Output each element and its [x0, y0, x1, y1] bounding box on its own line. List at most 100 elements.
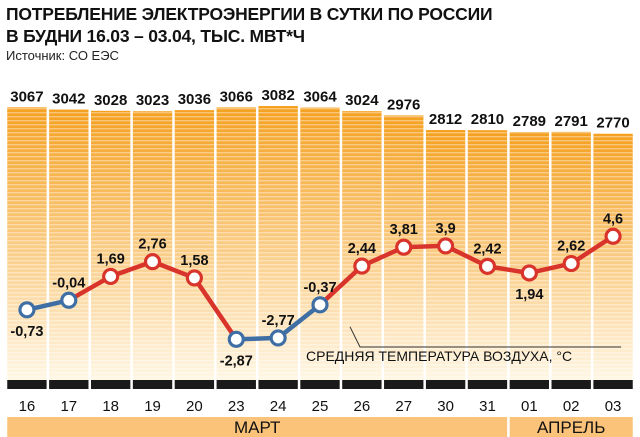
- x-tick-label: 01: [521, 398, 538, 415]
- temperature-value-label: -0,73: [10, 324, 43, 340]
- bar-value-label: 3082: [261, 87, 294, 104]
- bar-base: [425, 380, 466, 389]
- bar-value-label: 3023: [136, 92, 169, 109]
- bar-base: [509, 380, 550, 389]
- x-tick-label: 31: [479, 398, 496, 415]
- bar-value-label: 2976: [387, 96, 420, 113]
- temperature-value-label: -0,04: [52, 275, 85, 291]
- temperature-line: -0,73 -0,04 1,69 2,76 1,58 -2,87 -2,77 -0,37 2,4…: [10, 211, 623, 369]
- bar-base: [90, 380, 131, 389]
- bar-base: [300, 380, 340, 389]
- bar-value-label: 3067: [10, 88, 43, 105]
- bar-base: [342, 380, 382, 389]
- temperature-value-label: -2,77: [262, 313, 295, 329]
- temperature-point: [478, 257, 497, 275]
- baseline-layer: [7, 380, 633, 389]
- temperature-annotation: СРЕДНЯЯ ТЕМПЕРАТУРА ВОЗДУХА, °С: [306, 326, 622, 364]
- bar-base: [551, 380, 591, 389]
- x-tick-label: 03: [605, 398, 622, 415]
- temperature-point: [185, 269, 203, 287]
- temperature-value-label: -2,87: [220, 353, 253, 369]
- temperature-point: [604, 227, 622, 245]
- temperature-segment: [275, 302, 323, 341]
- temperature-point: [353, 257, 371, 275]
- month-band: [7, 417, 508, 437]
- bar-base: [384, 380, 424, 389]
- temperature-value-label: 2,44: [348, 241, 376, 257]
- month-label: МАРТ: [234, 418, 280, 437]
- temperature-point: [18, 301, 36, 319]
- month-bands: МАРТ АПРЕЛЬ: [7, 417, 633, 437]
- bar-texture: [342, 111, 382, 380]
- bar-value-label: 3064: [303, 89, 337, 106]
- bar-value-label: 3036: [178, 91, 211, 108]
- temperature-segment: [317, 263, 365, 308]
- x-tick-label: 26: [354, 398, 371, 415]
- month-label: АПРЕЛЬ: [537, 418, 605, 437]
- x-tick-label: 25: [312, 398, 329, 415]
- temperature-value-label: 3,9: [436, 221, 456, 237]
- temperature-value-label: 1,69: [97, 251, 125, 267]
- source-note: Источник: СО ЕЭС: [6, 48, 119, 63]
- bar-texture: [90, 110, 131, 380]
- x-tick-label: 24: [270, 398, 287, 415]
- x-tick-label: 20: [186, 398, 203, 415]
- temperature-value-label: 2,62: [557, 239, 585, 255]
- bar-base: [49, 380, 89, 389]
- bar-texture: [49, 109, 89, 381]
- bar-base: [216, 380, 256, 389]
- bar-texture: [174, 110, 215, 381]
- temperature-value-label: -0,37: [303, 280, 336, 296]
- temperature-value-label: 4,6: [603, 211, 623, 227]
- bar-value-label: 3028: [94, 92, 127, 109]
- bar-value-label: 2810: [471, 111, 504, 128]
- x-tick-label: 17: [60, 398, 77, 415]
- bar-base: [174, 380, 215, 389]
- bar-texture: [425, 130, 466, 380]
- bar-value-label: 2812: [429, 111, 462, 128]
- temperature-point: [60, 291, 78, 309]
- x-tick-label: 27: [395, 398, 412, 415]
- x-tick-label: 23: [228, 398, 245, 415]
- temperature-point: [102, 267, 120, 286]
- temperature-value-label: 2,76: [138, 237, 166, 253]
- temperature-point: [143, 253, 162, 271]
- chart-title: ПОТРЕБЛЕНИЕ ЭЛЕКТРОЭНЕРГИИ В СУТКИ ПО РО…: [6, 3, 493, 47]
- x-axis-labels: 16 17 18 19 20 23 24 25 26 27 30 31 01 02 03: [19, 398, 622, 415]
- bar-texture: [593, 133, 633, 380]
- x-tick-label: 16: [19, 398, 36, 415]
- bars-layer: 3067 3042 3028 3023 3036 3066 3082 3064 3024 2976…: [7, 87, 633, 381]
- temperature-point: [562, 254, 580, 273]
- bar-value-label: 3042: [52, 91, 85, 108]
- bar-base: [467, 380, 508, 389]
- bar-texture: [132, 111, 173, 380]
- x-tick-label: 19: [144, 398, 161, 415]
- bar-base: [132, 380, 173, 389]
- x-tick-label: 30: [437, 398, 454, 415]
- month-band: [509, 417, 633, 437]
- bar-value-label: 2789: [513, 113, 546, 130]
- temperature-value-label: 3,81: [390, 222, 418, 238]
- temperature-value-label: 1,94: [515, 287, 543, 303]
- temperature-value-label: 2,42: [473, 241, 501, 257]
- bar-value-label: 3066: [220, 88, 253, 105]
- bar-texture: [509, 132, 550, 380]
- temperature-point: [311, 296, 329, 314]
- x-tick-label: 18: [102, 398, 119, 415]
- bar-value-label: 2791: [555, 113, 588, 130]
- title-line-1: ПОТРЕБЛЕНИЕ ЭЛЕКТРОЭНЕРГИИ В СУТКИ ПО РО…: [6, 4, 493, 24]
- bar-value-label: 3024: [345, 92, 379, 109]
- temperature-point: [395, 238, 413, 256]
- bar-value-label: 2770: [596, 115, 629, 132]
- annotation-leader-line: [349, 326, 622, 348]
- bar-texture: [7, 107, 47, 380]
- annotation-label: СРЕДНЯЯ ТЕМПЕРАТУРА ВОЗДУХА, °С: [306, 348, 572, 364]
- bar-base: [7, 380, 47, 389]
- temperature-value-label: 1,58: [180, 253, 208, 269]
- x-tick-label: 02: [563, 398, 580, 415]
- bar-texture: [467, 130, 508, 380]
- temperature-point: [520, 264, 538, 282]
- temperature-point: [437, 237, 455, 255]
- bar-base: [593, 380, 633, 389]
